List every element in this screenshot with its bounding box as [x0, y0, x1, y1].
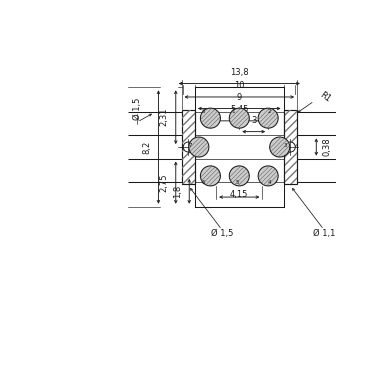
Text: 5,45: 5,45 [230, 105, 248, 114]
Circle shape [229, 166, 249, 186]
Text: Ø 1,5: Ø 1,5 [133, 98, 142, 120]
Text: 1,8: 1,8 [173, 184, 182, 198]
Circle shape [258, 166, 278, 186]
Text: 8: 8 [202, 110, 205, 114]
Circle shape [285, 142, 295, 152]
Bar [283, 111, 297, 184]
Text: R1: R1 [318, 90, 332, 104]
Text: 3: 3 [251, 116, 256, 125]
Text: 4,15: 4,15 [230, 190, 248, 199]
Text: 1: 1 [231, 110, 235, 114]
Circle shape [200, 108, 220, 128]
Circle shape [183, 142, 193, 152]
Text: 2: 2 [267, 110, 271, 114]
Text: 7: 7 [189, 143, 192, 148]
Text: 13,8: 13,8 [230, 68, 248, 76]
Text: 5: 5 [236, 180, 239, 185]
Text: 3: 3 [284, 143, 287, 148]
Text: 10: 10 [234, 81, 245, 90]
Text: 0,38: 0,38 [322, 138, 331, 156]
Circle shape [258, 108, 278, 128]
Circle shape [189, 137, 209, 157]
Circle shape [270, 137, 290, 157]
Text: 2,75: 2,75 [160, 173, 169, 192]
Text: 2,31: 2,31 [160, 108, 169, 126]
Text: Ø 1,5: Ø 1,5 [211, 229, 233, 238]
Text: 8,2: 8,2 [142, 140, 151, 154]
Circle shape [200, 166, 220, 186]
Text: 6: 6 [202, 180, 205, 185]
Bar [182, 111, 195, 184]
Text: 4: 4 [267, 180, 271, 185]
Bar [283, 111, 297, 184]
Circle shape [229, 108, 249, 128]
Text: 9: 9 [236, 93, 242, 102]
Text: Ø 1,1: Ø 1,1 [313, 229, 335, 238]
Bar [182, 111, 195, 184]
